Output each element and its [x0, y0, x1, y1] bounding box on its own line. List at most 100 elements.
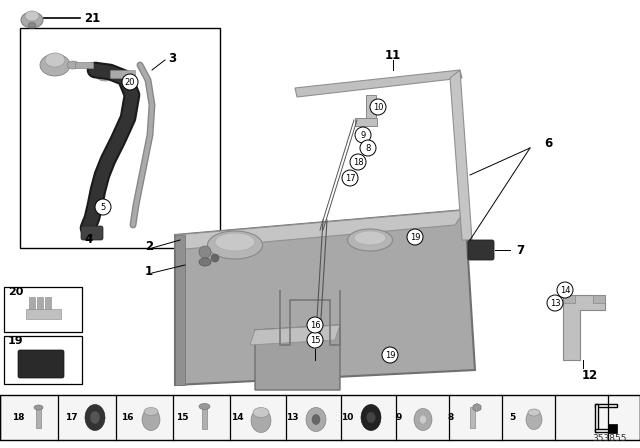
Text: 19: 19: [8, 336, 24, 346]
Bar: [4, 287, 82, 332]
Circle shape: [307, 332, 323, 348]
Bar: [595, 404, 617, 406]
FancyBboxPatch shape: [81, 226, 103, 240]
Text: 17: 17: [345, 173, 355, 182]
Ellipse shape: [144, 408, 158, 415]
Bar: [45, 297, 51, 315]
Bar: [563, 295, 575, 303]
FancyBboxPatch shape: [468, 240, 494, 260]
Ellipse shape: [96, 69, 114, 81]
Text: 12: 12: [582, 369, 598, 382]
Circle shape: [370, 99, 386, 115]
Text: 18: 18: [12, 413, 24, 422]
Circle shape: [307, 317, 323, 333]
Text: 6: 6: [544, 137, 552, 150]
Text: 13: 13: [550, 298, 560, 307]
Bar: [595, 428, 613, 431]
Circle shape: [211, 254, 219, 262]
Polygon shape: [563, 295, 605, 360]
Ellipse shape: [367, 412, 376, 423]
Bar: [355, 118, 377, 126]
Ellipse shape: [85, 405, 105, 431]
Text: 21: 21: [84, 12, 100, 25]
Bar: [37, 297, 43, 315]
Ellipse shape: [215, 233, 255, 251]
Bar: [593, 295, 605, 303]
Ellipse shape: [306, 408, 326, 431]
Bar: [202, 406, 207, 428]
Bar: [110, 70, 135, 78]
Bar: [470, 406, 475, 427]
Polygon shape: [250, 325, 340, 345]
Circle shape: [360, 140, 376, 156]
Text: 5: 5: [100, 202, 106, 211]
Circle shape: [355, 127, 371, 143]
Ellipse shape: [28, 22, 36, 27]
Text: 19: 19: [385, 350, 396, 359]
Text: 14: 14: [560, 285, 570, 294]
Circle shape: [547, 295, 563, 311]
Bar: [366, 95, 376, 123]
Text: 353855: 353855: [593, 434, 627, 443]
Ellipse shape: [312, 414, 320, 425]
Text: 19: 19: [410, 233, 420, 241]
Polygon shape: [175, 235, 185, 385]
Ellipse shape: [199, 258, 211, 266]
Polygon shape: [450, 70, 472, 240]
Text: 3: 3: [168, 52, 176, 65]
Text: 8: 8: [448, 413, 454, 422]
Text: 4: 4: [84, 233, 92, 246]
Ellipse shape: [34, 405, 43, 410]
Text: 5: 5: [509, 413, 515, 422]
Circle shape: [199, 246, 211, 258]
Ellipse shape: [90, 411, 100, 424]
Ellipse shape: [45, 53, 65, 67]
Ellipse shape: [348, 229, 392, 251]
Text: 15: 15: [310, 336, 320, 345]
Ellipse shape: [251, 409, 271, 432]
Text: 17: 17: [65, 413, 77, 422]
Bar: [608, 423, 617, 432]
Text: 9: 9: [360, 130, 365, 139]
Circle shape: [382, 347, 398, 363]
Text: 8: 8: [365, 143, 371, 152]
Circle shape: [122, 74, 138, 90]
Text: 11: 11: [385, 48, 401, 61]
Ellipse shape: [414, 409, 432, 431]
Text: 2: 2: [145, 240, 153, 253]
Bar: [595, 404, 598, 431]
Bar: [0, 395, 640, 440]
Circle shape: [407, 229, 423, 245]
Circle shape: [557, 282, 573, 298]
Bar: [20, 28, 220, 248]
Bar: [4, 336, 82, 384]
Text: 15: 15: [176, 413, 188, 422]
Text: 7: 7: [516, 244, 524, 257]
Ellipse shape: [526, 409, 542, 430]
Text: 10: 10: [372, 103, 383, 112]
Ellipse shape: [253, 408, 269, 418]
Polygon shape: [295, 70, 462, 97]
Text: 16: 16: [121, 413, 133, 422]
Text: 10: 10: [341, 413, 353, 422]
Ellipse shape: [142, 409, 160, 431]
Ellipse shape: [207, 231, 262, 259]
Polygon shape: [175, 210, 475, 385]
Ellipse shape: [40, 54, 70, 76]
Text: 20: 20: [125, 78, 135, 86]
Text: 1: 1: [145, 265, 153, 278]
FancyBboxPatch shape: [18, 350, 64, 378]
Ellipse shape: [528, 409, 540, 416]
Text: 14: 14: [230, 413, 243, 422]
Circle shape: [350, 154, 366, 170]
Circle shape: [342, 170, 358, 186]
Bar: [36, 408, 41, 427]
Bar: [29, 297, 35, 315]
Bar: [26, 309, 61, 319]
Polygon shape: [175, 210, 465, 250]
Ellipse shape: [25, 11, 39, 21]
Ellipse shape: [199, 404, 210, 409]
Ellipse shape: [361, 405, 381, 431]
Bar: [75, 62, 93, 68]
Ellipse shape: [67, 61, 79, 69]
